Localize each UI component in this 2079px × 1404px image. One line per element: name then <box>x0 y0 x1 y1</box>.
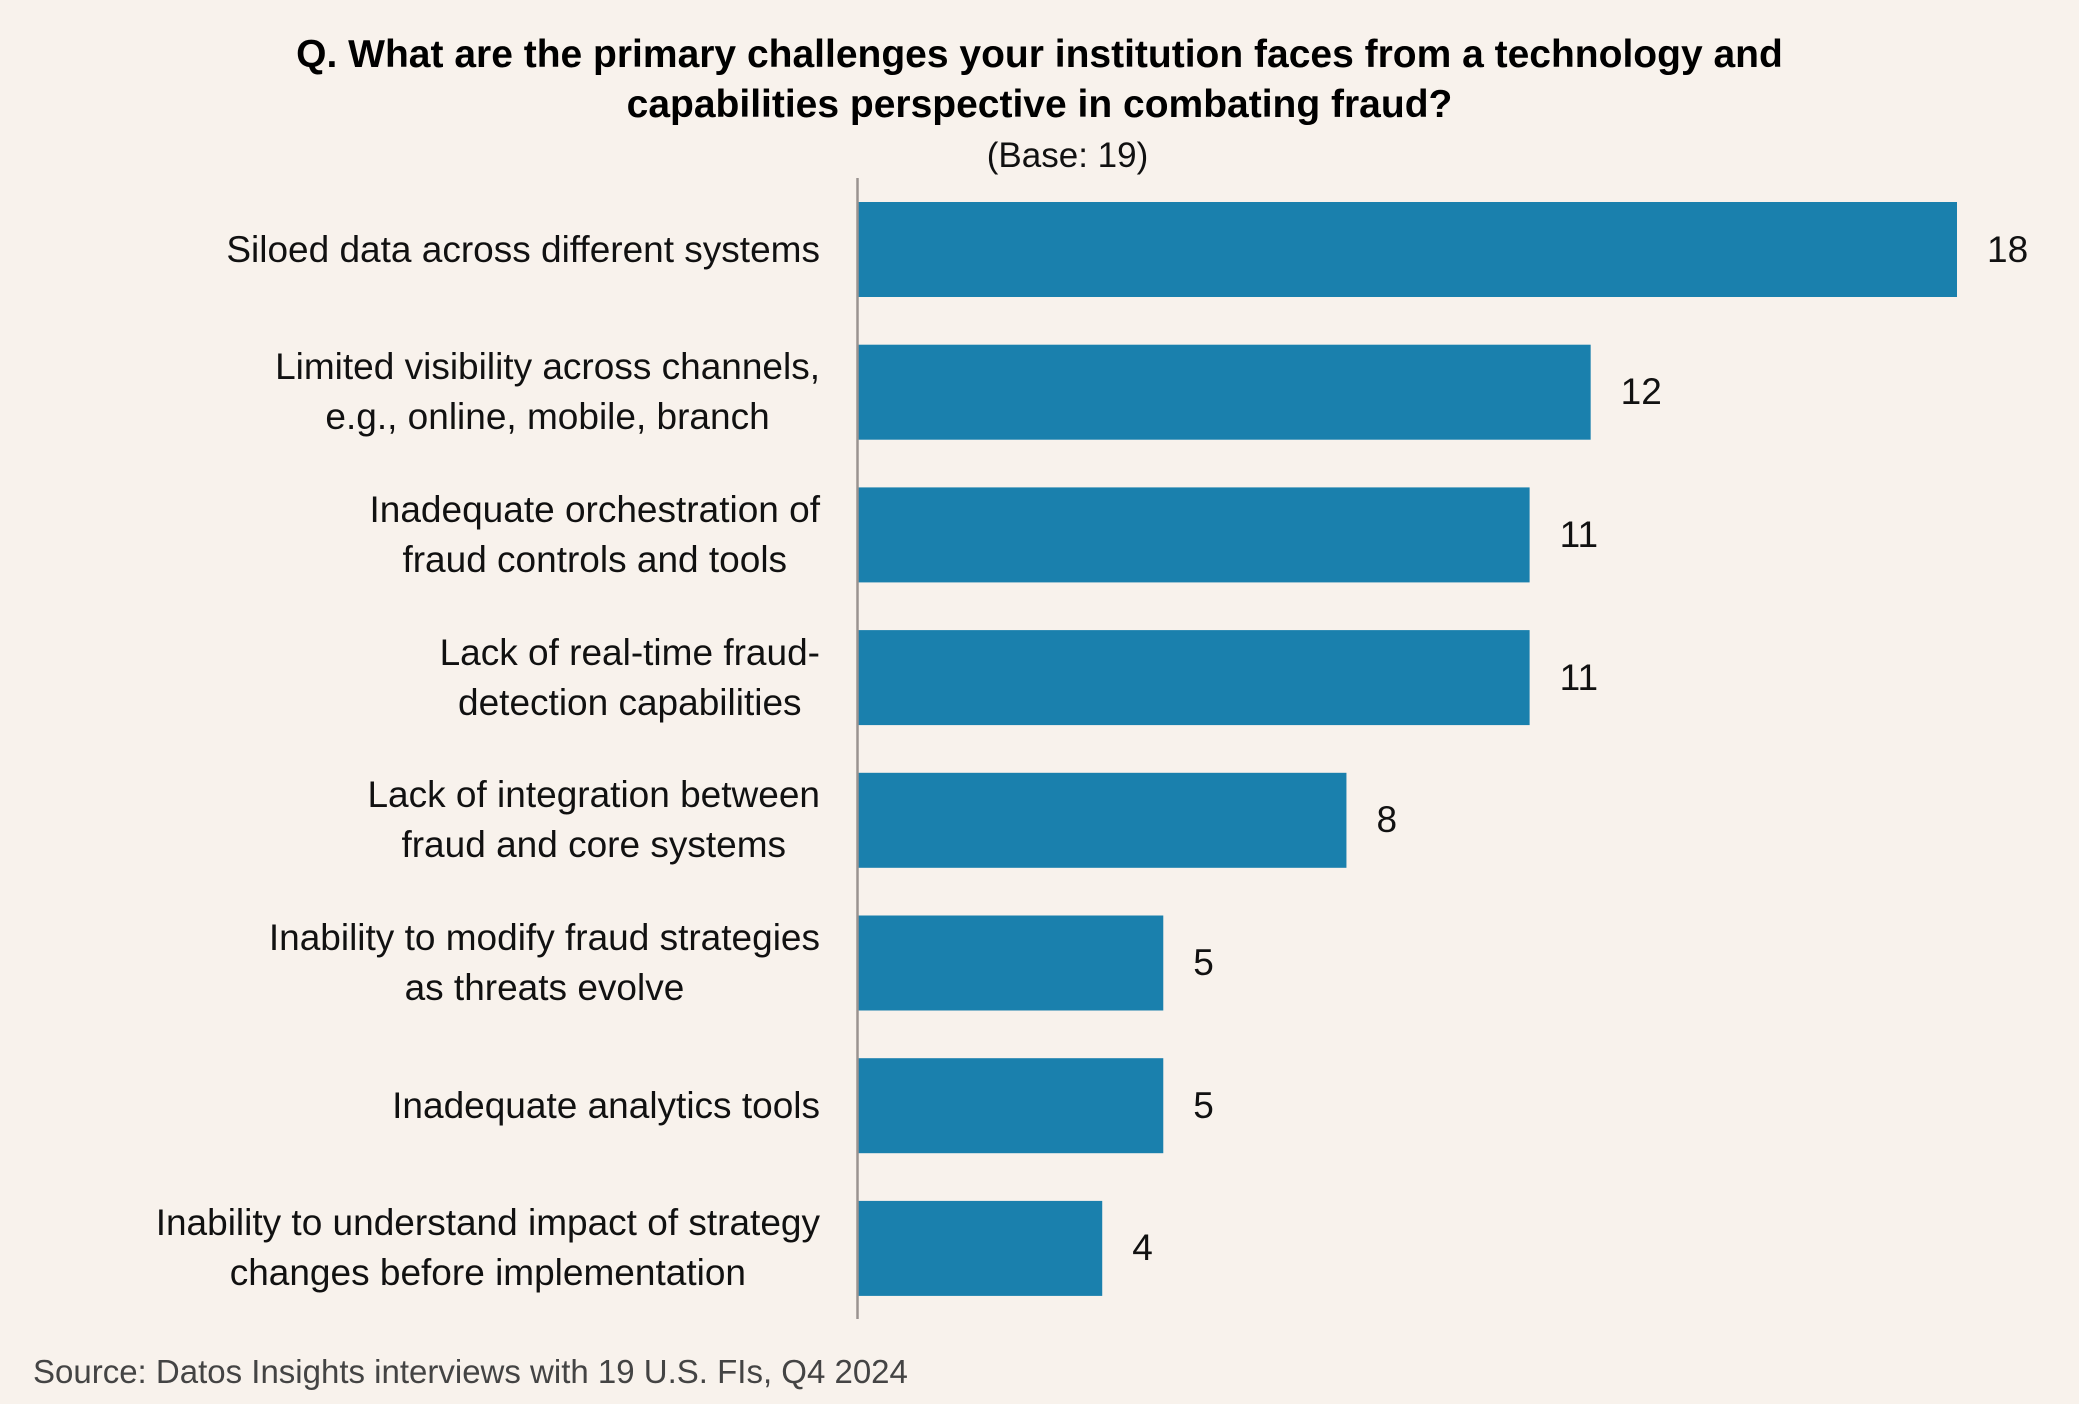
category-label-6-line-2: as threats evolve <box>404 967 685 1008</box>
category-label-3-line-2: fraud controls and tools <box>402 538 788 580</box>
bar-7 <box>858 1058 1164 1154</box>
chart-title: Q. What are the primary challenges your … <box>0 30 2079 130</box>
category-label-8: Inability to understand impact of strate… <box>156 1198 820 1298</box>
bar-4 <box>858 630 1530 726</box>
chart-subtitle: (Base: 19) <box>986 136 1149 175</box>
value-label-1: 18 <box>1987 228 2029 270</box>
category-label-8-line-2: changes before implementation <box>229 1252 746 1294</box>
bar-5 <box>858 772 1347 868</box>
category-label-5-line-1: Lack of integration between <box>367 774 820 816</box>
category-label-4: Lack of real-time fraud-detection capabi… <box>440 628 820 728</box>
category-label-1: Siloed data across different systems <box>226 225 820 275</box>
category-label-6-line-1: Inability to modify fraud strategies <box>268 917 820 958</box>
category-label-2-line-1: Limited visibility across channels, <box>275 346 820 388</box>
chart-title-line-2: capabilities perspective in combating fr… <box>626 83 1453 126</box>
value-label-6: 5 <box>1193 942 1214 983</box>
bar-6 <box>858 915 1164 1011</box>
category-label-7: Inadequate analytics tools <box>392 1081 820 1131</box>
value-label-7: 5 <box>1193 1084 1214 1126</box>
value-label-4: 11 <box>1559 656 1599 698</box>
chart-title-line-1: Q. What are the primary challenges your … <box>296 33 1783 76</box>
bar-1 <box>858 202 1957 297</box>
value-label-5: 8 <box>1376 799 1398 841</box>
category-label-6: Inability to modify fraud strategies as t… <box>269 913 820 1013</box>
bar-8 <box>858 1200 1103 1296</box>
category-label-1-line-1: Siloed data across different systems <box>226 228 820 270</box>
category-label-2: Limited visibility across channels, e.g.,… <box>275 342 820 442</box>
category-label-4-line-2: detection capabilities <box>458 681 802 723</box>
value-label-2: 12 <box>1620 371 1662 413</box>
category-label-3-line-1: Inadequate orchestration of <box>369 488 821 530</box>
category-label-5: Lack of integration between fraud and cor… <box>367 770 820 870</box>
source-note: Source: Datos Insights interviews with 1… <box>33 1353 908 1390</box>
category-label-3: Inadequate orchestration of fraud control… <box>370 485 821 585</box>
bar-2 <box>858 344 1591 440</box>
value-label-3: 11 <box>1559 513 1599 555</box>
category-label-4-line-1: Lack of real-time fraud- <box>439 631 820 673</box>
value-label-8: 4 <box>1132 1227 1153 1269</box>
category-label-5-line-2: fraud and core systems <box>401 824 787 866</box>
category-label-2-line-2: e.g., online, mobile, branch <box>325 396 770 438</box>
category-label-7-line-1: Inadequate analytics tools <box>392 1084 820 1126</box>
bars-group <box>858 202 1957 1296</box>
bar-3 <box>858 487 1530 583</box>
category-label-8-line-1: Inability to understand impact of strate… <box>155 1202 820 1244</box>
